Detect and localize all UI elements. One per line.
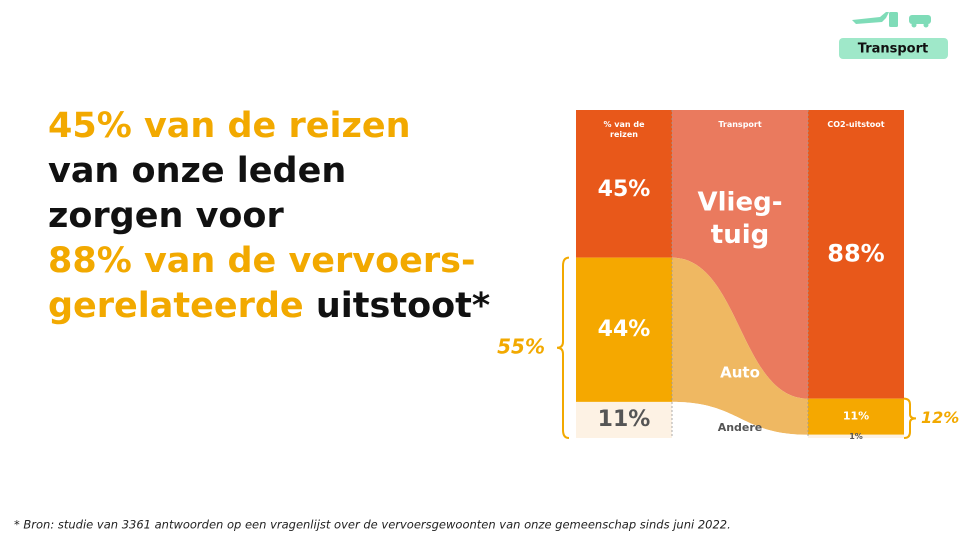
headline-line: 45% van de reizen <box>48 106 411 146</box>
badge <box>839 38 948 59</box>
headline-segment: zorgen voor <box>48 196 284 236</box>
flow-label: Auto <box>720 364 760 382</box>
headline-line: gerelateerde uitstoot* <box>48 286 490 326</box>
column-header: Transport <box>718 120 762 129</box>
bracket <box>556 256 570 439</box>
right-bar <box>808 398 904 435</box>
right-bar <box>808 434 904 438</box>
headline-line: 88% van de vervoers- <box>48 241 476 281</box>
footnote: * Bron: studie van 3361 antwoorden op ee… <box>14 518 731 532</box>
left-value-label: 45% <box>598 177 651 202</box>
headline-segment: van onze leden <box>48 151 346 191</box>
left-bar <box>576 401 672 438</box>
flow-label: Andere <box>718 421 763 434</box>
right-bar <box>808 110 904 399</box>
headline-line: van onze leden <box>48 151 346 191</box>
flow-band <box>672 401 808 438</box>
headline-segment: 88% van de vervoers- <box>48 241 476 281</box>
flow-label: Vlieg- <box>698 187 783 217</box>
headline-segment: gerelateerde <box>48 286 304 326</box>
left-bar <box>576 110 672 258</box>
column-header: CO2-uitstoot <box>827 120 885 129</box>
transport-icons <box>852 12 931 28</box>
right-value-label: 1% <box>849 432 863 441</box>
headline-segment: 45% van de reizen <box>48 106 411 146</box>
left-value-label: 44% <box>598 317 651 342</box>
right-value-label: 88% <box>827 239 884 267</box>
bracket <box>903 397 917 439</box>
right-value-label: 11% <box>843 410 869 423</box>
bracket-label: 12% <box>921 408 959 427</box>
flow-band <box>672 257 808 435</box>
left-value-label: 11% <box>598 407 651 432</box>
column-header: % van de reizen <box>603 120 645 139</box>
headline-line: zorgen voor <box>48 196 284 236</box>
flow-band <box>672 110 808 399</box>
headline-segment: uitstoot* <box>304 286 491 326</box>
flow-label: tuig <box>711 220 769 250</box>
badge-label: Transport <box>858 42 928 57</box>
bracket-label: 55% <box>497 334 545 358</box>
left-bar <box>576 257 672 402</box>
